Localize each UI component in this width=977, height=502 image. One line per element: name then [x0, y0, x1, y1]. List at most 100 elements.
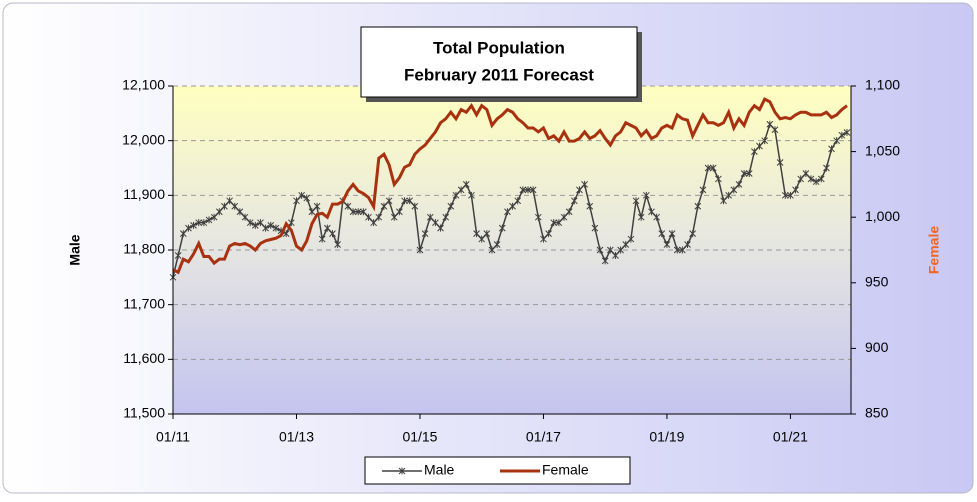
x-tick-label: 01/15 [402, 429, 437, 445]
y-tick-label: 11,500 [123, 405, 165, 421]
marker [627, 235, 635, 243]
marker [617, 246, 624, 254]
y-tick-label: 12,100 [122, 77, 165, 93]
marker [838, 131, 846, 139]
x-tick-label: 01/13 [279, 429, 314, 445]
marker [601, 257, 609, 265]
marker [344, 202, 352, 210]
marker [473, 230, 480, 238]
marker [612, 251, 619, 259]
marker [488, 246, 496, 254]
marker [437, 224, 444, 232]
marker [709, 164, 717, 172]
chart-title: Total Population [433, 38, 565, 57]
marker [210, 213, 218, 221]
legend-marker [398, 467, 406, 475]
marker [380, 202, 388, 210]
marker [653, 213, 660, 221]
y2-tick-label: 900 [865, 339, 889, 355]
marker [823, 164, 830, 172]
marker [828, 145, 835, 153]
marker [622, 241, 630, 249]
marker [833, 137, 841, 145]
x-tick-label: 01/19 [649, 429, 684, 445]
y-axis-title: Male [67, 234, 83, 265]
marker [293, 197, 300, 205]
marker [313, 202, 321, 210]
y-tick-label: 12,000 [122, 131, 165, 147]
marker [658, 230, 666, 238]
marker [596, 246, 604, 254]
marker [334, 241, 341, 249]
marker [493, 241, 501, 249]
marker [303, 194, 311, 202]
marker [195, 219, 203, 227]
marker [365, 213, 372, 221]
marker [190, 221, 197, 229]
marker [200, 219, 208, 227]
marker [519, 186, 527, 194]
marker [550, 219, 558, 227]
marker [689, 230, 697, 238]
marker [396, 208, 403, 216]
marker [251, 221, 259, 229]
x-tick-label: 01/11 [156, 429, 190, 445]
marker [751, 148, 758, 156]
marker [761, 137, 769, 145]
marker [390, 213, 398, 221]
y2-tick-label: 1,100 [865, 77, 900, 93]
marker [205, 216, 213, 224]
marker [694, 202, 702, 210]
marker [262, 224, 269, 232]
marker [514, 197, 522, 205]
x-tick-label: 01/21 [773, 429, 808, 445]
marker [478, 235, 486, 243]
marker [725, 191, 733, 199]
marker [586, 202, 594, 210]
marker [179, 230, 187, 238]
marker [756, 142, 763, 150]
marker [797, 175, 805, 183]
marker [385, 197, 393, 205]
marker [787, 191, 794, 199]
marker [426, 213, 434, 221]
marker [462, 180, 470, 188]
marker [241, 213, 249, 221]
marker [720, 197, 727, 205]
marker [416, 246, 424, 254]
marker [792, 186, 799, 194]
marker [606, 246, 614, 254]
y-tick-label: 11,600 [123, 350, 165, 366]
title-box [360, 26, 638, 98]
marker [591, 224, 599, 232]
marker [432, 219, 439, 227]
marker [272, 224, 280, 232]
marker [236, 208, 244, 216]
marker [802, 169, 810, 177]
marker [807, 175, 815, 183]
marker [298, 191, 305, 199]
marker [704, 164, 712, 172]
marker [668, 230, 676, 238]
marker [360, 208, 367, 216]
marker [534, 213, 542, 221]
marker [401, 197, 408, 205]
marker [231, 202, 239, 210]
marker [457, 186, 465, 194]
marker [329, 230, 336, 238]
marker [308, 208, 316, 216]
y-tick-label: 11,700 [123, 295, 165, 311]
marker [323, 224, 331, 232]
marker [447, 202, 455, 210]
marker [642, 191, 650, 199]
x-tick-label: 01/17 [526, 429, 561, 445]
marker [524, 186, 532, 194]
marker [740, 169, 748, 177]
marker [560, 213, 568, 221]
y-tick-label: 11,800 [123, 241, 165, 257]
marker [483, 230, 491, 238]
marker [776, 159, 784, 167]
marker [745, 169, 753, 177]
marker [174, 251, 182, 259]
marker [257, 219, 264, 227]
